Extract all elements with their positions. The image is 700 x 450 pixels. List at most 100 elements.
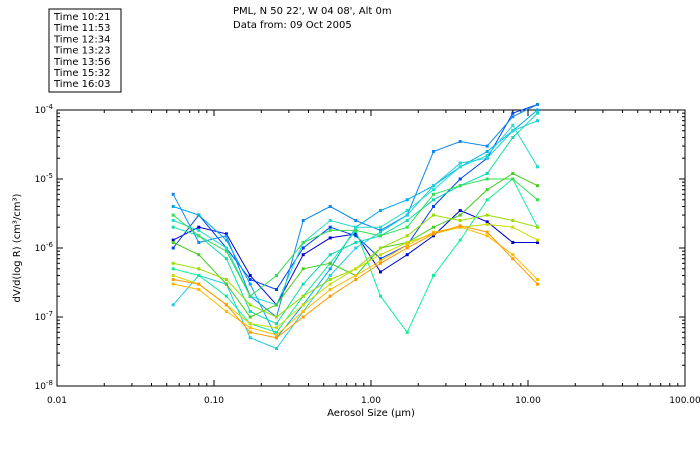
- series-point: [511, 115, 515, 119]
- series-point: [511, 241, 515, 244]
- series-13: [171, 225, 539, 337]
- series-point: [171, 282, 175, 286]
- x-tick-label: 10.00: [515, 396, 541, 406]
- series-point: [197, 267, 201, 271]
- series-point: [275, 330, 278, 334]
- series-point: [171, 219, 175, 222]
- series-point: [248, 274, 252, 277]
- series-point: [458, 238, 462, 242]
- series-9: [171, 177, 539, 298]
- series-point: [432, 274, 435, 277]
- series-point: [224, 294, 228, 298]
- series-point: [432, 230, 435, 234]
- series-point: [432, 150, 435, 153]
- chart-subtitle: Data from: 09 Oct 2005: [233, 20, 352, 31]
- series-point: [224, 278, 228, 281]
- series-point: [432, 205, 435, 208]
- series-point: [224, 234, 228, 238]
- series-point: [405, 243, 409, 247]
- series-point: [275, 322, 278, 326]
- legend-entry: Time 16:03: [53, 79, 110, 90]
- legend-entry: Time 10:21: [53, 12, 110, 23]
- series-point: [405, 219, 409, 222]
- series-point: [354, 241, 358, 244]
- x-axis-label: Aerosol Size (μm): [327, 408, 415, 419]
- series-point: [458, 161, 462, 165]
- series-point: [511, 257, 515, 261]
- series-point: [248, 315, 252, 319]
- series-point: [248, 282, 252, 286]
- series-point: [379, 261, 382, 265]
- series-point: [328, 288, 332, 291]
- series-point: [536, 111, 539, 115]
- series-point: [328, 219, 332, 222]
- series-line: [173, 124, 538, 306]
- chart-title: PML, N 50 22', W 04 08', Alt 0m: [233, 6, 392, 17]
- series-point: [536, 282, 539, 286]
- series-point: [432, 198, 435, 202]
- series-point: [301, 253, 305, 257]
- series-point: [275, 326, 278, 330]
- series-point: [379, 294, 382, 298]
- series-point: [275, 303, 278, 307]
- series-point: [328, 274, 332, 277]
- series-point: [536, 241, 539, 244]
- series-point: [197, 225, 201, 229]
- x-tick-label: 1.00: [361, 396, 381, 406]
- series-point: [511, 129, 515, 133]
- series-point: [328, 225, 332, 229]
- series-point: [224, 238, 228, 242]
- series-point: [405, 225, 409, 229]
- legend-entry: Time 12:34: [53, 34, 110, 45]
- series-point: [224, 246, 228, 250]
- series-point: [224, 310, 228, 313]
- series-point: [197, 288, 201, 291]
- series-point: [171, 213, 175, 217]
- series-point: [354, 274, 358, 277]
- series-point: [275, 336, 278, 340]
- series-point: [275, 315, 278, 319]
- series-point: [379, 234, 382, 238]
- series-point: [458, 224, 462, 228]
- series-layer: [171, 103, 539, 350]
- y-tick-label: 10-4: [35, 103, 54, 116]
- series-point: [485, 172, 489, 175]
- axis-ticks: 0.01 0.10 1.00 10.00 100.00 10-8 10-7 10-6 10-5 1…: [35, 103, 700, 406]
- series-point: [405, 241, 409, 244]
- series-point: [432, 213, 435, 217]
- series-point: [301, 241, 305, 244]
- series-line: [173, 112, 538, 325]
- series-point: [328, 205, 332, 208]
- series-point: [224, 303, 228, 307]
- series-point: [458, 219, 462, 222]
- series-point: [354, 225, 358, 229]
- x-tick-label: 0.01: [47, 396, 67, 406]
- series-point: [458, 184, 462, 188]
- series-point: [197, 213, 201, 217]
- series-point: [536, 108, 539, 112]
- series-point: [536, 278, 539, 281]
- series-point: [485, 150, 489, 153]
- series-point: [379, 253, 382, 257]
- series-point: [354, 234, 358, 238]
- series-point: [248, 303, 252, 307]
- series-point: [536, 103, 539, 106]
- series-point: [536, 119, 539, 123]
- series-point: [511, 136, 515, 139]
- series-point: [485, 220, 489, 224]
- series-point: [171, 192, 175, 196]
- series-point: [379, 259, 382, 263]
- series-point: [485, 198, 489, 202]
- series-1: [171, 209, 539, 307]
- series-point: [379, 257, 382, 261]
- series-point: [536, 225, 539, 229]
- y-tick-label: 10-5: [35, 172, 53, 185]
- series-point: [536, 198, 539, 202]
- series-point: [248, 326, 252, 330]
- legend-entry: Time 13:23: [53, 46, 110, 57]
- series-point: [379, 246, 382, 250]
- series-point: [224, 257, 228, 261]
- series-7: [171, 111, 539, 326]
- series-point: [248, 294, 252, 298]
- series-2: [171, 103, 539, 291]
